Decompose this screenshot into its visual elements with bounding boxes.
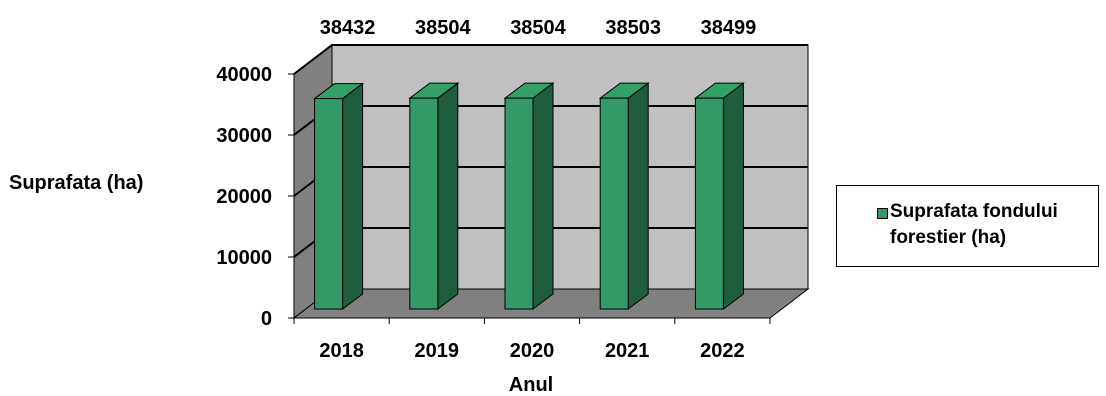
bar-front-face (314, 98, 344, 310)
data-label: 38499 (701, 17, 757, 39)
x-axis-title: Anul (509, 374, 553, 396)
legend-label: Suprafata fondului forestier (ha) (890, 201, 1058, 248)
axes (288, 73, 771, 324)
y-tick-label: 0 (261, 308, 272, 330)
bar-2019 (408, 82, 460, 310)
bar-2022 (693, 82, 745, 310)
y-axis-title: Suprafata (ha) (9, 172, 143, 194)
x-tick-label: 2019 (415, 340, 460, 362)
bar-2018 (313, 82, 365, 310)
data-label: 38504 (510, 17, 566, 39)
data-label: 38503 (605, 17, 661, 39)
data-label: 38504 (415, 17, 471, 39)
x-tick-label: 2021 (605, 340, 650, 362)
y-tick-label: 40000 (216, 64, 272, 86)
x-tick-label: 2018 (319, 340, 364, 362)
bar-2020 (503, 82, 555, 310)
y-tick-label: 20000 (216, 186, 272, 208)
bar-front-face (694, 97, 724, 310)
legend: Suprafata fondului forestier (ha) (836, 185, 1099, 267)
bar-side-face (532, 82, 554, 310)
bar-front-face (599, 97, 629, 310)
x-tick-label: 2022 (700, 340, 745, 362)
legend-swatch (877, 208, 888, 219)
bar-side-face (722, 82, 744, 310)
bar-side-face (627, 82, 649, 310)
bars (313, 82, 745, 310)
x-tick-label: 2020 (510, 340, 555, 362)
bar-side-face (342, 82, 364, 310)
bar-front-face (504, 97, 534, 310)
bar-front-face (409, 97, 439, 310)
y-tick-label: 30000 (216, 125, 272, 147)
bar-2021 (598, 82, 650, 310)
data-label: 38432 (320, 17, 376, 39)
y-tick-label: 10000 (216, 247, 272, 269)
bar-side-face (437, 82, 459, 310)
labels: 0 10000 20000 30000 40000 38432 2018 38504 2019 3… (9, 17, 756, 396)
gridline (293, 44, 808, 75)
